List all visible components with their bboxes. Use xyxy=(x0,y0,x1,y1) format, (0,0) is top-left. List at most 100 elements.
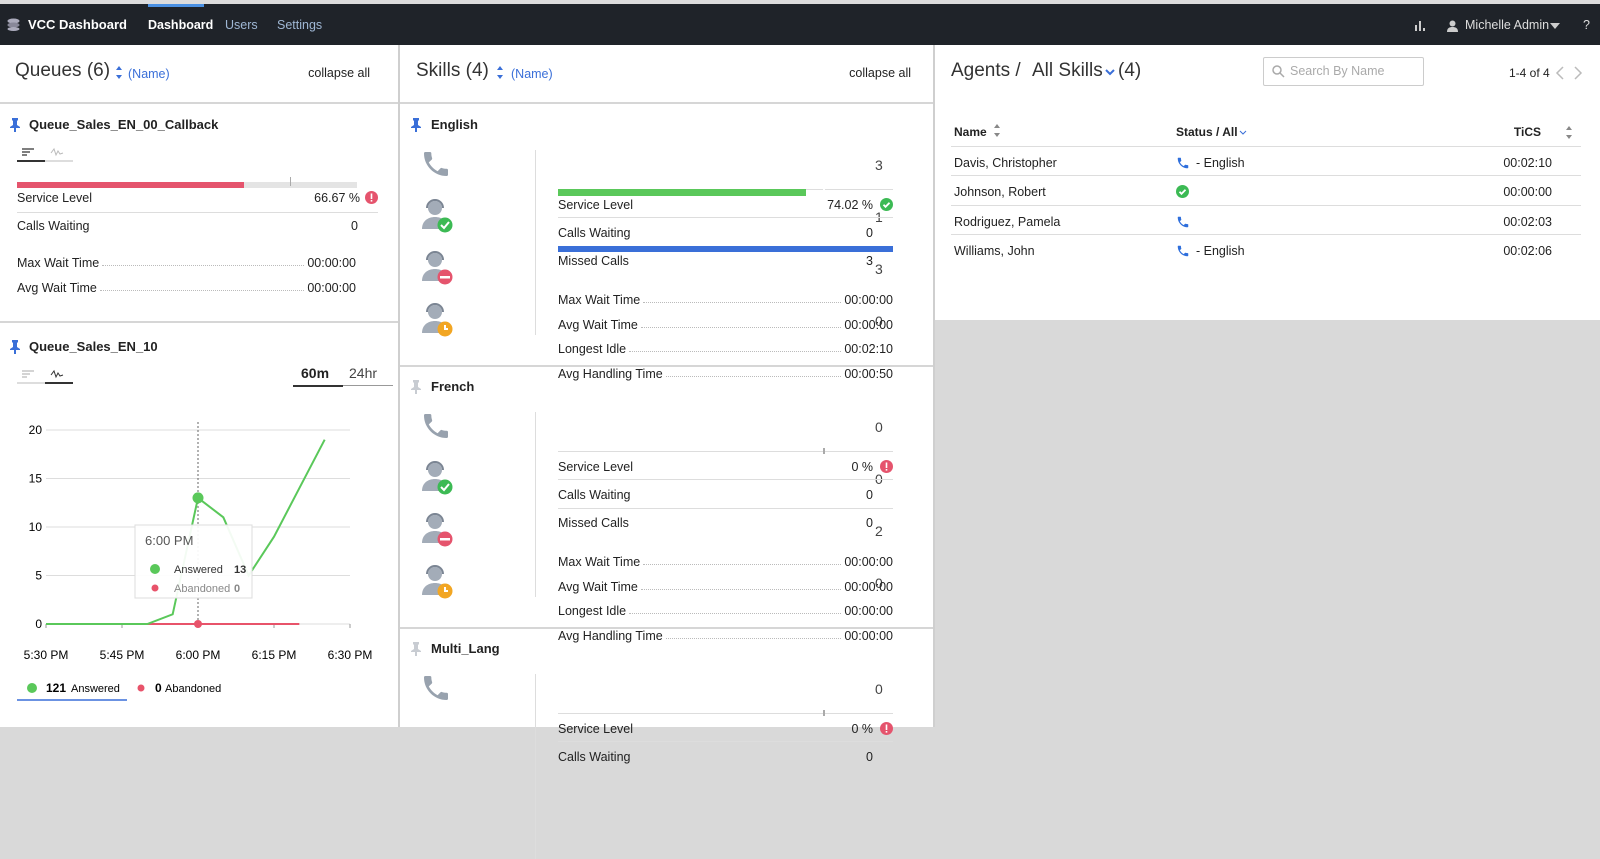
y-tick-label: 20 xyxy=(29,423,43,437)
divider xyxy=(0,321,398,323)
agent-ok-icon xyxy=(422,199,453,233)
search-box[interactable] xyxy=(1263,57,1424,86)
row-divider xyxy=(951,175,1581,177)
metric-value: 3 xyxy=(866,254,873,268)
reports-icon[interactable] xyxy=(1415,21,1425,31)
phone-icon xyxy=(1177,245,1189,257)
skill-count: 0 xyxy=(875,313,883,329)
metric-label: Max Wait Time xyxy=(17,256,100,270)
metric-label: Longest Idle xyxy=(558,604,627,618)
pin-icon[interactable] xyxy=(9,340,21,354)
agent-ok-icon xyxy=(422,461,453,495)
user-caret[interactable] xyxy=(1550,23,1560,29)
range-underline xyxy=(293,385,343,387)
search-placeholder: Search By Name xyxy=(1290,64,1385,78)
sort-icon[interactable] xyxy=(496,66,504,79)
time-row: Avg Handling Time 00:00:50 xyxy=(558,367,893,381)
x-tick-label: 6:15 PM xyxy=(252,648,297,662)
range-underline xyxy=(343,385,393,386)
x-tick-label: 6:30 PM xyxy=(328,648,373,662)
column-divider xyxy=(535,674,536,859)
dot-leader xyxy=(629,613,842,614)
agent-away-icon xyxy=(422,303,453,337)
metric-value: 00:00:00 xyxy=(307,281,356,295)
x-tick-label: 6:00 PM xyxy=(176,648,221,662)
view-toggle[interactable] xyxy=(17,365,73,385)
skill-count: 0 xyxy=(875,681,883,697)
legend-name: Abandoned xyxy=(165,683,221,695)
agent-busy-icon xyxy=(422,513,453,547)
sort-icon[interactable] xyxy=(993,124,1001,137)
metric-value: 0 xyxy=(351,219,358,233)
user-name: Michelle Admin xyxy=(1465,18,1550,32)
agent-name: Davis, Christopher xyxy=(954,156,1057,170)
time-row: Max Wait Time 00:00:00 xyxy=(17,256,356,270)
tooltip-name: Abandoned xyxy=(174,583,230,595)
filter-caret[interactable] xyxy=(1105,69,1115,76)
sort-label: (Name) xyxy=(511,67,553,81)
metric-label: Service Level xyxy=(558,460,634,474)
hover-point xyxy=(194,620,202,628)
column-header: TiCS xyxy=(1513,125,1541,139)
divider xyxy=(400,365,933,367)
time-row: Longest Idle 00:02:10 xyxy=(558,342,893,356)
skill-count: 0 xyxy=(875,575,883,591)
check-icon xyxy=(1176,185,1189,199)
alert-icon xyxy=(880,722,893,735)
logo-icon xyxy=(7,18,20,31)
time-row: Avg Wait Time 00:00:00 xyxy=(558,318,893,332)
target-tick xyxy=(822,448,825,454)
metric-value: 74.02 % xyxy=(827,198,873,212)
metric-value: 00:02:10 xyxy=(844,342,893,356)
metric-label: Avg Handling Time xyxy=(558,628,663,643)
metric-label: Max Wait Time xyxy=(558,555,641,569)
metric-label: Avg Wait Time xyxy=(558,579,638,594)
metric-value: 0 xyxy=(866,488,873,502)
hover-point xyxy=(192,492,204,504)
column-divider xyxy=(535,412,536,597)
service-level-track xyxy=(17,182,357,188)
dot-leader xyxy=(643,564,842,565)
skill-name: Multi_Lang xyxy=(431,641,500,656)
skill-count: 3 xyxy=(875,261,883,277)
phone-icon xyxy=(424,152,448,176)
pager-arrows[interactable] xyxy=(1555,66,1585,80)
phone-icon xyxy=(424,676,448,700)
y-tick-label: 10 xyxy=(29,520,43,534)
sort-label: (Name) xyxy=(128,67,170,81)
pin-icon[interactable] xyxy=(410,380,422,394)
status-filter-caret[interactable] xyxy=(1239,130,1247,135)
metric-value: 66.67 % xyxy=(314,191,360,205)
divider xyxy=(558,741,893,742)
phone-icon xyxy=(1177,157,1189,169)
panel-title: Agents / xyxy=(951,60,1021,81)
agent-skill: - English xyxy=(1196,243,1245,258)
target-tick xyxy=(822,710,825,716)
pin-icon[interactable] xyxy=(410,642,422,656)
column-divider xyxy=(535,150,536,335)
service-level-track xyxy=(558,713,893,714)
sort-icon[interactable] xyxy=(115,66,123,79)
service-level-track xyxy=(558,451,893,452)
pin-icon[interactable] xyxy=(410,118,422,132)
pin-icon[interactable] xyxy=(9,118,21,132)
metric-value: 00:00:50 xyxy=(844,366,893,381)
sort-icon[interactable] xyxy=(1565,126,1573,139)
divider xyxy=(400,627,933,629)
metric-value: 0 xyxy=(866,516,873,530)
nav-tab: Users xyxy=(225,18,258,32)
missed-calls-bar xyxy=(558,246,893,252)
alert-icon xyxy=(365,191,378,204)
check-icon xyxy=(880,198,893,211)
time-row: Longest Idle 00:00:00 xyxy=(558,604,893,618)
metric-value: 00:00:00 xyxy=(844,579,893,594)
legend-total: 0 xyxy=(155,681,162,695)
row-divider xyxy=(951,204,1581,206)
agent-busy-icon xyxy=(422,251,453,285)
agent-count: (4) xyxy=(1118,60,1142,81)
view-toggle[interactable] xyxy=(17,143,73,163)
tooltip-value: 0 xyxy=(234,583,240,595)
metric-label: Avg Handling Time xyxy=(558,366,663,381)
time-row: Avg Wait Time 00:00:00 xyxy=(17,281,356,295)
agent-name: Rodriguez, Pamela xyxy=(954,214,1061,229)
